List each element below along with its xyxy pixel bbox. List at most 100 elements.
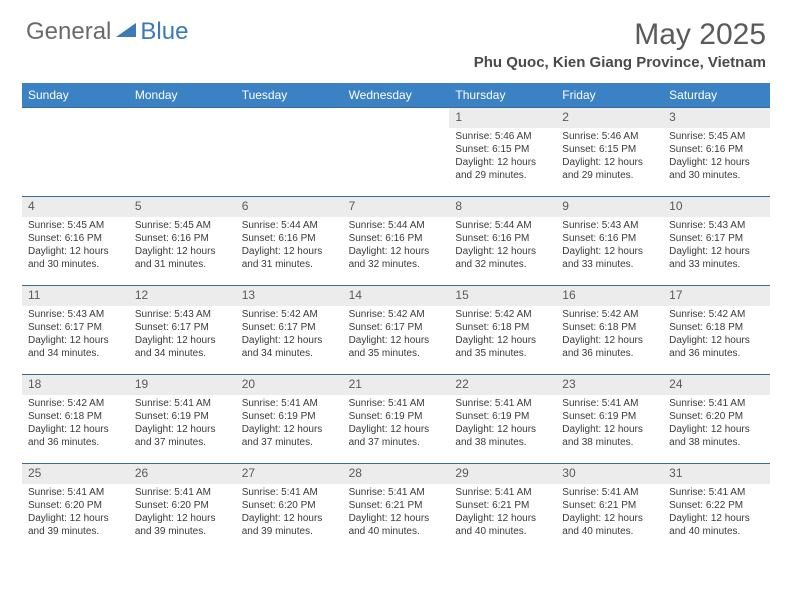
day-number: 2 <box>556 108 663 128</box>
sunrise-line: Sunrise: 5:42 AM <box>455 308 550 321</box>
logo: General Blue <box>26 18 188 46</box>
sunset-line: Sunset: 6:17 PM <box>135 321 230 334</box>
day-details: Sunrise: 5:43 AMSunset: 6:17 PMDaylight:… <box>22 308 129 360</box>
day-cell: 31Sunrise: 5:41 AMSunset: 6:22 PMDayligh… <box>663 464 770 552</box>
day-number: 4 <box>22 197 129 217</box>
sunrise-line: Sunrise: 5:41 AM <box>242 397 337 410</box>
day-cell: 18Sunrise: 5:42 AMSunset: 6:18 PMDayligh… <box>22 375 129 463</box>
sunset-line: Sunset: 6:15 PM <box>455 143 550 156</box>
sunset-line: Sunset: 6:17 PM <box>28 321 123 334</box>
day-cell: 30Sunrise: 5:41 AMSunset: 6:21 PMDayligh… <box>556 464 663 552</box>
page-title: May 2025 <box>474 18 766 52</box>
sunrise-line: Sunrise: 5:42 AM <box>562 308 657 321</box>
day-number: 27 <box>236 464 343 484</box>
daylight-line: Daylight: 12 hours and 32 minutes. <box>455 245 550 271</box>
weekday-header: Saturday <box>663 83 770 107</box>
day-cell: 11Sunrise: 5:43 AMSunset: 6:17 PMDayligh… <box>22 286 129 374</box>
weekday-header-row: SundayMondayTuesdayWednesdayThursdayFrid… <box>22 83 770 107</box>
day-number: 23 <box>556 375 663 395</box>
sunrise-line: Sunrise: 5:45 AM <box>28 219 123 232</box>
day-cell: 16Sunrise: 5:42 AMSunset: 6:18 PMDayligh… <box>556 286 663 374</box>
day-details: Sunrise: 5:41 AMSunset: 6:20 PMDaylight:… <box>129 486 236 538</box>
day-details: Sunrise: 5:44 AMSunset: 6:16 PMDaylight:… <box>449 219 556 271</box>
sunrise-line: Sunrise: 5:41 AM <box>242 486 337 499</box>
day-number: 3 <box>663 108 770 128</box>
day-cell: 29Sunrise: 5:41 AMSunset: 6:21 PMDayligh… <box>449 464 556 552</box>
week-row: 1Sunrise: 5:46 AMSunset: 6:15 PMDaylight… <box>22 107 770 196</box>
daylight-line: Daylight: 12 hours and 38 minutes. <box>562 423 657 449</box>
sunset-line: Sunset: 6:16 PM <box>669 143 764 156</box>
day-details: Sunrise: 5:44 AMSunset: 6:16 PMDaylight:… <box>343 219 450 271</box>
daylight-line: Daylight: 12 hours and 29 minutes. <box>562 156 657 182</box>
day-cell: 22Sunrise: 5:41 AMSunset: 6:19 PMDayligh… <box>449 375 556 463</box>
empty-cell <box>129 108 236 196</box>
sunset-line: Sunset: 6:19 PM <box>562 410 657 423</box>
daylight-line: Daylight: 12 hours and 37 minutes. <box>242 423 337 449</box>
daylight-line: Daylight: 12 hours and 39 minutes. <box>28 512 123 538</box>
sunrise-line: Sunrise: 5:42 AM <box>242 308 337 321</box>
day-number: 28 <box>343 464 450 484</box>
day-details: Sunrise: 5:41 AMSunset: 6:20 PMDaylight:… <box>22 486 129 538</box>
day-cell: 25Sunrise: 5:41 AMSunset: 6:20 PMDayligh… <box>22 464 129 552</box>
sunset-line: Sunset: 6:17 PM <box>349 321 444 334</box>
weekday-header: Monday <box>129 83 236 107</box>
sunrise-line: Sunrise: 5:43 AM <box>28 308 123 321</box>
empty-cell <box>343 108 450 196</box>
sunrise-line: Sunrise: 5:41 AM <box>28 486 123 499</box>
weekday-header: Wednesday <box>343 83 450 107</box>
day-number: 14 <box>343 286 450 306</box>
daylight-line: Daylight: 12 hours and 40 minutes. <box>349 512 444 538</box>
daylight-line: Daylight: 12 hours and 29 minutes. <box>455 156 550 182</box>
day-number: 31 <box>663 464 770 484</box>
day-cell: 12Sunrise: 5:43 AMSunset: 6:17 PMDayligh… <box>129 286 236 374</box>
empty-cell <box>22 108 129 196</box>
day-number: 6 <box>236 197 343 217</box>
sunrise-line: Sunrise: 5:46 AM <box>562 130 657 143</box>
day-cell: 2 Sunrise: 5:46 AMSunset: 6:15 PMDaylight… <box>556 108 663 196</box>
sunrise-line: Sunrise: 5:44 AM <box>349 219 444 232</box>
daylight-line: Daylight: 12 hours and 40 minutes. <box>669 512 764 538</box>
sunrise-line: Sunrise: 5:42 AM <box>28 397 123 410</box>
day-details: Sunrise: 5:43 AMSunset: 6:16 PMDaylight:… <box>556 219 663 271</box>
daylight-line: Daylight: 12 hours and 35 minutes. <box>455 334 550 360</box>
daylight-line: Daylight: 12 hours and 36 minutes. <box>28 423 123 449</box>
day-cell: 28Sunrise: 5:41 AMSunset: 6:21 PMDayligh… <box>343 464 450 552</box>
sunset-line: Sunset: 6:15 PM <box>562 143 657 156</box>
day-number: 30 <box>556 464 663 484</box>
day-details: Sunrise: 5:41 AMSunset: 6:22 PMDaylight:… <box>663 486 770 538</box>
day-number: 16 <box>556 286 663 306</box>
day-details: Sunrise: 5:42 AMSunset: 6:18 PMDaylight:… <box>663 308 770 360</box>
daylight-line: Daylight: 12 hours and 37 minutes. <box>349 423 444 449</box>
day-number: 11 <box>22 286 129 306</box>
daylight-line: Daylight: 12 hours and 31 minutes. <box>135 245 230 271</box>
sunset-line: Sunset: 6:20 PM <box>242 499 337 512</box>
sunset-line: Sunset: 6:16 PM <box>455 232 550 245</box>
day-number: 12 <box>129 286 236 306</box>
day-cell: 9Sunrise: 5:43 AMSunset: 6:16 PMDaylight… <box>556 197 663 285</box>
week-row: 11Sunrise: 5:43 AMSunset: 6:17 PMDayligh… <box>22 285 770 374</box>
day-details: Sunrise: 5:41 AMSunset: 6:21 PMDaylight:… <box>343 486 450 538</box>
day-number: 25 <box>22 464 129 484</box>
day-details: Sunrise: 5:41 AMSunset: 6:19 PMDaylight:… <box>556 397 663 449</box>
day-number: 9 <box>556 197 663 217</box>
daylight-line: Daylight: 12 hours and 37 minutes. <box>135 423 230 449</box>
header: General Blue May 2025 Phu Quoc, Kien Gia… <box>0 0 792 75</box>
day-details: Sunrise: 5:43 AMSunset: 6:17 PMDaylight:… <box>129 308 236 360</box>
sunrise-line: Sunrise: 5:41 AM <box>349 397 444 410</box>
sunset-line: Sunset: 6:17 PM <box>242 321 337 334</box>
day-number: 17 <box>663 286 770 306</box>
day-number: 5 <box>129 197 236 217</box>
day-details: Sunrise: 5:45 AMSunset: 6:16 PMDaylight:… <box>22 219 129 271</box>
day-cell: 27Sunrise: 5:41 AMSunset: 6:20 PMDayligh… <box>236 464 343 552</box>
day-cell: 3Sunrise: 5:45 AMSunset: 6:16 PMDaylight… <box>663 108 770 196</box>
sunset-line: Sunset: 6:16 PM <box>349 232 444 245</box>
day-details: Sunrise: 5:42 AMSunset: 6:17 PMDaylight:… <box>236 308 343 360</box>
daylight-line: Daylight: 12 hours and 30 minutes. <box>28 245 123 271</box>
week-row: 4Sunrise: 5:45 AMSunset: 6:16 PMDaylight… <box>22 196 770 285</box>
daylight-line: Daylight: 12 hours and 38 minutes. <box>669 423 764 449</box>
day-details: Sunrise: 5:41 AMSunset: 6:19 PMDaylight:… <box>236 397 343 449</box>
location-label: Phu Quoc, Kien Giang Province, Vietnam <box>474 54 766 71</box>
sunset-line: Sunset: 6:21 PM <box>562 499 657 512</box>
sunrise-line: Sunrise: 5:41 AM <box>669 486 764 499</box>
day-details: Sunrise: 5:42 AMSunset: 6:18 PMDaylight:… <box>556 308 663 360</box>
